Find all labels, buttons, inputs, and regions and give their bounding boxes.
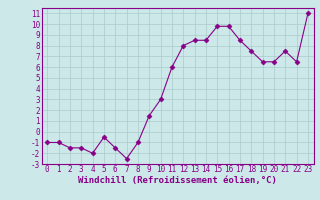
X-axis label: Windchill (Refroidissement éolien,°C): Windchill (Refroidissement éolien,°C) xyxy=(78,176,277,185)
